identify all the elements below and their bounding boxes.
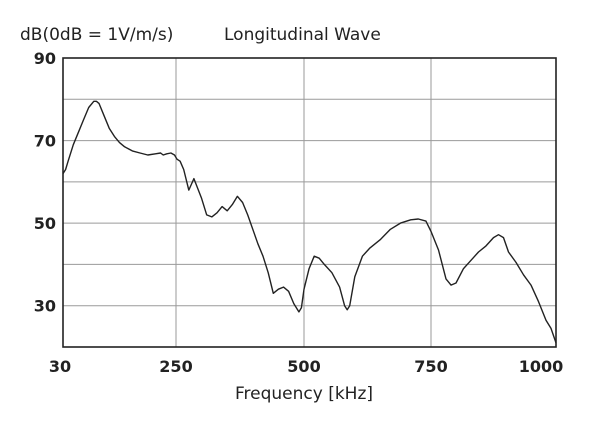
x-tick-label: 750	[414, 357, 447, 376]
grid-lines	[63, 58, 556, 347]
y-tick-labels: 90 70 50 30	[34, 49, 56, 316]
x-tick-label: 1000	[519, 357, 564, 376]
y-tick-label: 50	[34, 214, 56, 233]
series-line	[62, 100, 557, 344]
plot-frame	[62, 57, 557, 348]
x-tick-label: 500	[287, 357, 320, 376]
x-tick-label: 250	[159, 357, 192, 376]
x-axis-title: Frequency [kHz]	[235, 384, 373, 404]
x-tick-labels: 30 250 500 750 1000	[49, 357, 563, 376]
chart-title: Longitudinal Wave	[224, 25, 381, 45]
y-tick-label: 90	[34, 49, 56, 68]
x-tick-label: 30	[49, 357, 71, 376]
y-tick-label: 70	[34, 132, 56, 151]
y-axis-title: dB(0dB = 1V/m/s)	[20, 25, 173, 45]
y-tick-label: 30	[34, 297, 56, 316]
